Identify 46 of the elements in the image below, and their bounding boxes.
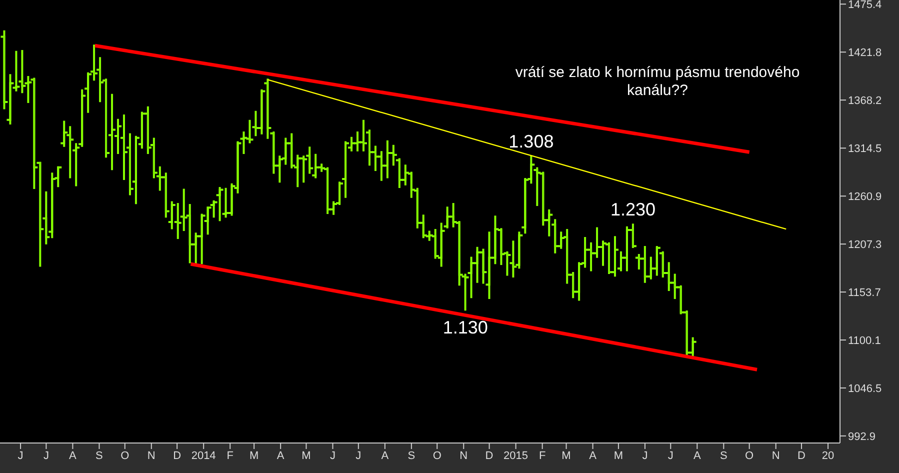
y-tick-label: 1475.4 bbox=[848, 0, 882, 12]
x-tick-label: M bbox=[249, 450, 259, 462]
annotation: vrátí se zlato k hornímu pásmu trendového kanálu?? bbox=[514, 64, 801, 100]
annotation: 1.230 bbox=[610, 200, 656, 220]
x-tick-label: O bbox=[120, 450, 130, 462]
x-tick-label: D bbox=[485, 450, 494, 462]
x-tick-label: A bbox=[589, 450, 598, 462]
x-tick-label: M bbox=[302, 450, 311, 462]
x-tick-label: F bbox=[226, 450, 234, 462]
x-tick-label: D bbox=[173, 450, 182, 462]
x-tick-label: J bbox=[330, 450, 336, 462]
x-tick-label: J bbox=[668, 450, 674, 462]
y-tick-label: 1100.1 bbox=[848, 334, 881, 347]
x-tick-label: M bbox=[562, 450, 571, 462]
y-tick-label: 1207.3 bbox=[848, 238, 882, 251]
annotation: 1.130 bbox=[442, 318, 488, 338]
x-tick-label: J bbox=[18, 450, 24, 462]
x-tick-label: J bbox=[642, 450, 648, 462]
annotation: 1.308 bbox=[508, 132, 554, 152]
x-tick-label: J bbox=[356, 450, 362, 462]
x-tick-label: S bbox=[720, 450, 728, 462]
x-tick-label: N bbox=[147, 450, 156, 462]
x-tick-label: O bbox=[745, 450, 754, 462]
x-tick-label: A bbox=[693, 450, 702, 462]
x-tick-label: O bbox=[432, 450, 442, 462]
x-tick-label: N bbox=[772, 450, 780, 462]
x-tick-label: F bbox=[538, 450, 546, 462]
x-tick-label: 2015 bbox=[504, 450, 528, 462]
x-tick-label: A bbox=[276, 450, 285, 462]
y-tick-label: 1153.7 bbox=[848, 286, 881, 299]
x-tick-label: M bbox=[614, 450, 624, 462]
y-tick-label: 1046.5 bbox=[848, 382, 882, 395]
y-tick-label: 1421.8 bbox=[848, 46, 882, 59]
x-tick-label: D bbox=[798, 450, 806, 462]
x-tick-label: 2014 bbox=[191, 450, 216, 462]
x-tick-label: A bbox=[381, 450, 390, 462]
x-tick-label: N bbox=[460, 450, 468, 462]
x-tick-label: S bbox=[96, 450, 103, 462]
y-tick-label: 1314.5 bbox=[848, 143, 882, 156]
y-tick-label: 1260.9 bbox=[848, 190, 882, 203]
x-tick-label: 20 bbox=[822, 450, 834, 462]
y-tick-label: 1368.2 bbox=[848, 94, 882, 107]
y-tick-label: 992.9 bbox=[848, 430, 876, 443]
x-tick-label: J bbox=[43, 450, 49, 462]
x-tick-label: A bbox=[69, 450, 78, 462]
x-tick-label: S bbox=[408, 450, 416, 462]
